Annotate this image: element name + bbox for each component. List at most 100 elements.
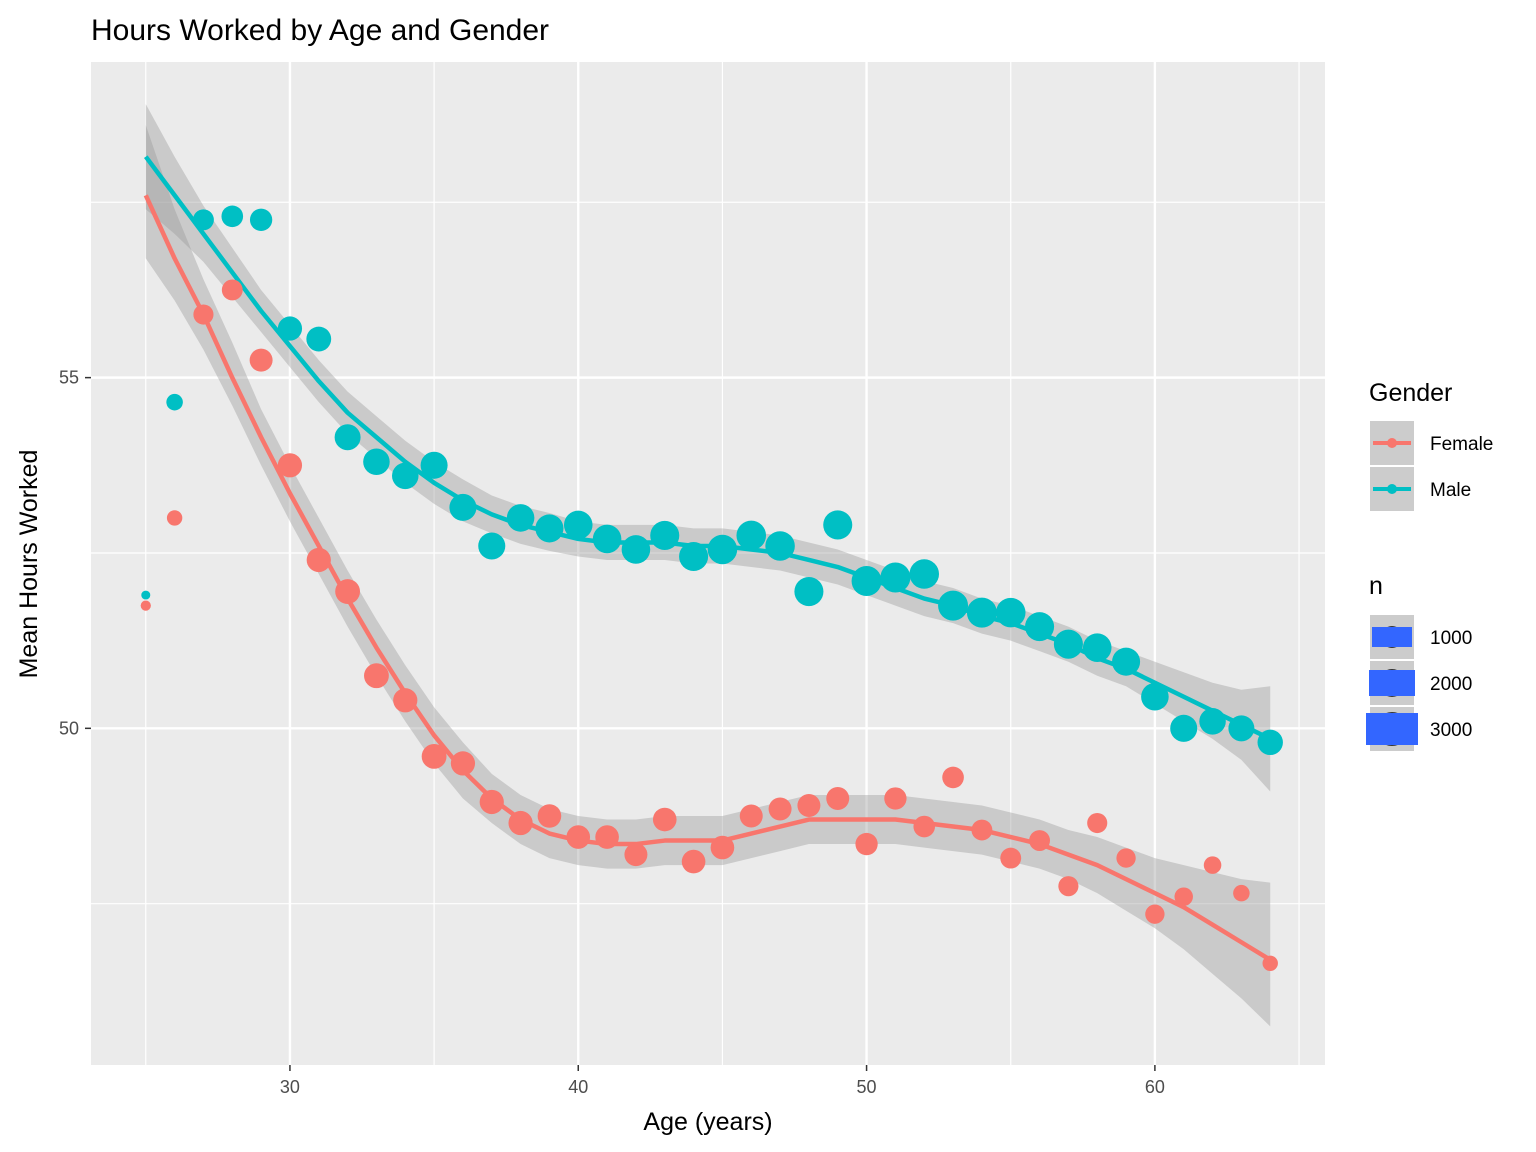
male-point (392, 462, 419, 490)
male-point (1170, 714, 1198, 742)
male-point (306, 326, 332, 352)
male-point (851, 566, 882, 597)
legend-color-title: Gender (1369, 379, 1452, 407)
female-point (249, 348, 273, 372)
male-point (1141, 682, 1169, 711)
legend-size-fill-1000 (1372, 627, 1412, 647)
legend-label-male: Male (1430, 480, 1471, 501)
female-point (1116, 848, 1136, 868)
x-tick-label: 60 (1145, 1077, 1165, 1097)
female-point (537, 804, 562, 828)
female-point (624, 843, 648, 867)
female-point (1058, 876, 1079, 897)
female-point (193, 304, 214, 325)
male-point (449, 493, 477, 521)
plot-panel (91, 62, 1325, 1065)
female-point (450, 751, 476, 776)
female-point (681, 849, 706, 874)
data-points (140, 205, 1283, 972)
legend: Gender Female Male n 1000 2000 3000 (1366, 379, 1493, 753)
smooth-lines (143, 155, 1272, 962)
male-point (141, 590, 151, 600)
male-point (221, 205, 244, 228)
legend-size-title: n (1369, 572, 1383, 600)
y-tick-label: 50 (59, 718, 79, 738)
y-tick-label: 55 (59, 368, 79, 388)
male-point (1053, 629, 1083, 659)
legend-key-point-female (1387, 438, 1397, 448)
female-point (508, 810, 533, 836)
female-point (1203, 856, 1222, 874)
female-point (1262, 955, 1278, 972)
female-point (710, 835, 735, 860)
axes: 30 40 50 60 50 55 (59, 368, 1165, 1097)
female-point (166, 510, 183, 526)
female-point (942, 766, 964, 789)
female-point (971, 819, 993, 841)
male-point (650, 520, 680, 550)
male-point (506, 504, 535, 532)
male-point (1228, 715, 1255, 742)
male-point (363, 448, 390, 476)
male-point (166, 393, 183, 411)
male-point (563, 510, 593, 540)
male-point (909, 559, 940, 589)
female-point (652, 807, 677, 832)
female-point (1000, 847, 1022, 869)
female-point (595, 825, 619, 849)
legend-size-fill-3000 (1366, 713, 1418, 745)
male-point (1112, 647, 1141, 676)
male-point (823, 510, 853, 540)
male-point (765, 531, 795, 561)
male-point (736, 520, 767, 551)
y-axis-title: Mean Hours Worked (15, 450, 43, 679)
legend-size-label-2000: 2000 (1430, 674, 1472, 695)
legend-key-point-male (1387, 484, 1397, 494)
male-point (193, 209, 214, 231)
male-point (1199, 708, 1226, 735)
male-smooth-line (143, 155, 1272, 741)
male-point (707, 534, 738, 565)
male-point (966, 597, 997, 628)
male-point (277, 316, 303, 341)
male-point (621, 535, 651, 564)
female-point (393, 688, 418, 713)
male-point (535, 514, 564, 543)
female-point (479, 789, 504, 815)
female-point (1174, 887, 1193, 906)
male-point (880, 562, 911, 593)
female-point (855, 832, 878, 856)
male-point (794, 577, 824, 607)
female-point (1233, 884, 1250, 902)
female-point (768, 797, 792, 821)
female-point (1029, 830, 1051, 851)
male-point (1257, 729, 1283, 756)
female-point (739, 804, 763, 828)
male-point (995, 597, 1026, 628)
female-point (364, 663, 389, 689)
female-point (421, 743, 447, 769)
female-point (1145, 904, 1165, 924)
female-point (884, 787, 907, 810)
female-point (140, 600, 151, 611)
legend-size-label-1000: 1000 (1430, 628, 1472, 649)
female-point (221, 279, 243, 301)
legend-label-female: Female (1430, 434, 1493, 455)
x-tick-label: 50 (857, 1077, 877, 1097)
x-tick-label: 40 (568, 1077, 588, 1097)
female-smooth-line (143, 194, 1272, 962)
female-point (335, 579, 361, 604)
male-point (938, 590, 969, 621)
male-point (592, 524, 622, 554)
female-confidence-band (145, 125, 1271, 1027)
chart-title: Hours Worked by Age and Gender (91, 14, 549, 47)
male-point (1082, 633, 1112, 662)
female-point (797, 793, 821, 817)
male-point (1025, 612, 1055, 642)
legend-size-fill-2000 (1369, 670, 1415, 696)
female-point (306, 547, 331, 573)
female-point (566, 825, 591, 849)
male-point (478, 532, 506, 560)
female-point (913, 815, 936, 838)
